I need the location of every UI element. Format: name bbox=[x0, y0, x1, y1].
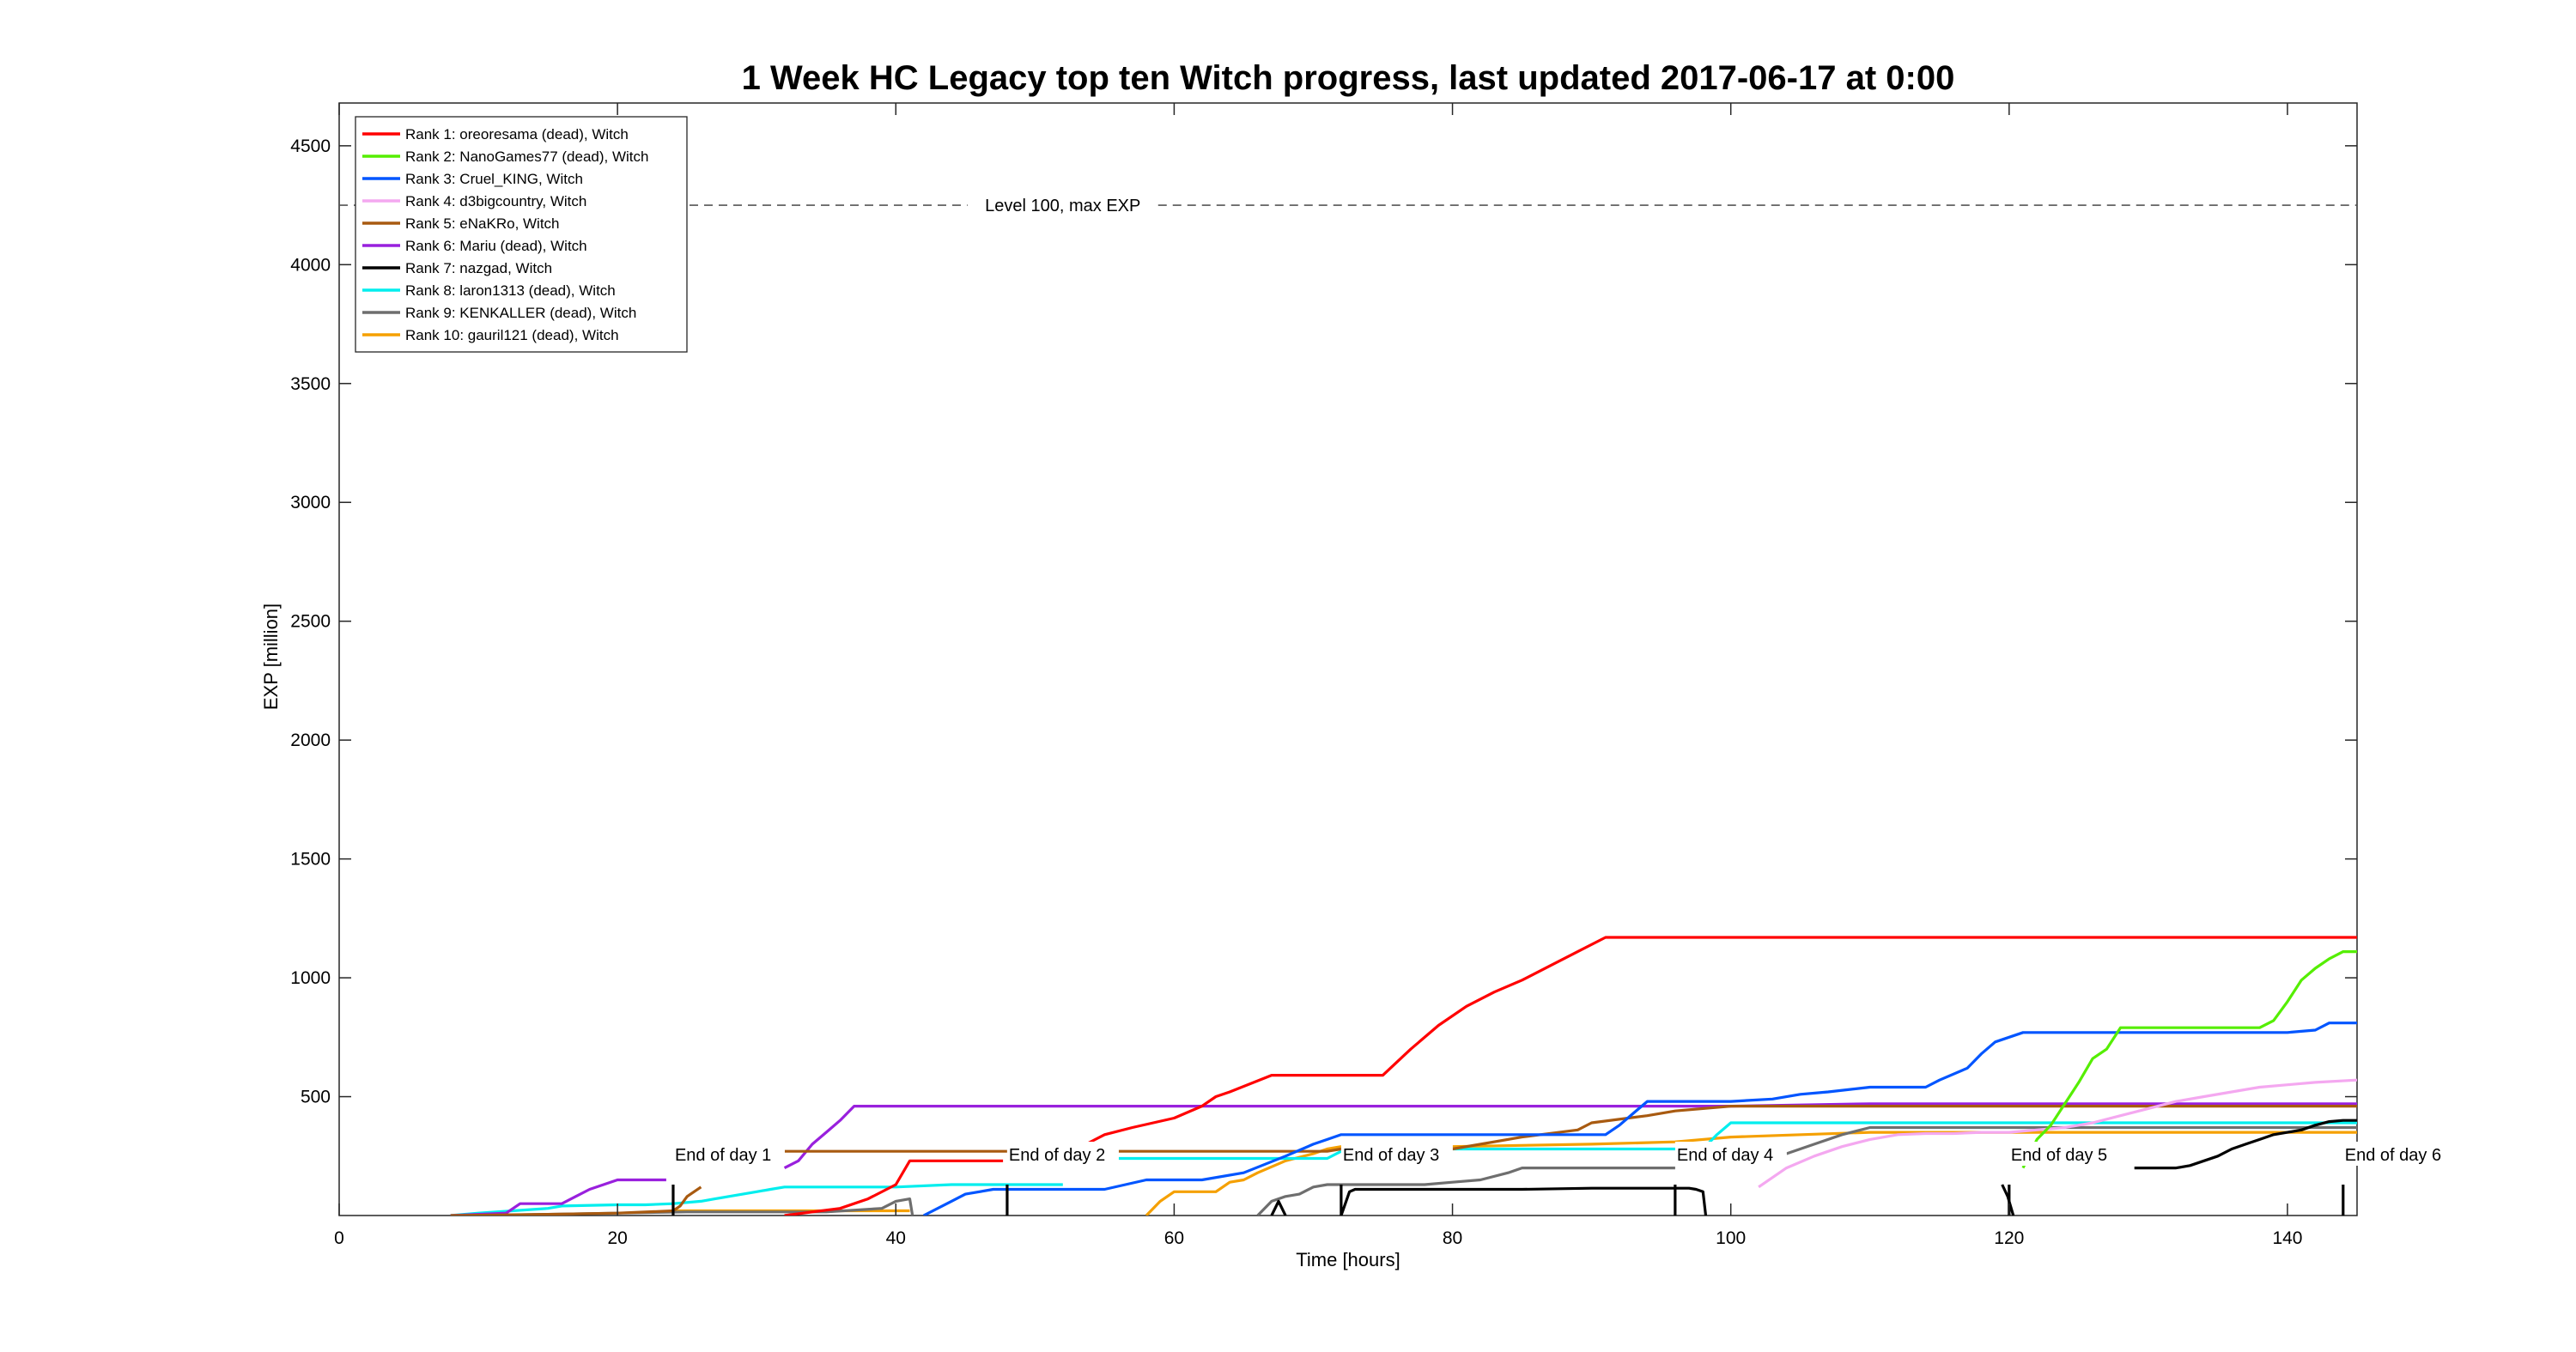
series-line-3 bbox=[922, 1022, 2357, 1216]
series-line-8 bbox=[450, 1121, 2357, 1216]
series-line-9 bbox=[478, 1125, 2357, 1216]
x-tick-label: 20 bbox=[607, 1228, 627, 1248]
y-tick-label: 3000 bbox=[290, 493, 331, 512]
y-tick-label: 1500 bbox=[290, 850, 331, 870]
day-marker-label-6: End of day 6 bbox=[2345, 1146, 2441, 1165]
day-marker-label-bg-4 bbox=[1674, 1142, 1787, 1166]
legend-entry-3: Rank 3: Cruel_KING, Witch bbox=[405, 171, 583, 187]
y-axis-ticks: 500 1000 1500 2000 2500 3000 3500 4000 4500 bbox=[290, 136, 2357, 1107]
legend: Rank 1: oreoresama (dead), Witch Rank 2: … bbox=[355, 116, 688, 353]
legend-entry-8: Rank 8: laron1313 (dead), Witch bbox=[405, 282, 616, 299]
plot-area bbox=[338, 102, 2358, 1216]
legend-entry-4: Rank 4: d3bigcountry, Witch bbox=[405, 193, 586, 209]
day-marker-label-2: End of day 2 bbox=[1009, 1146, 1105, 1165]
y-tick-label: 1000 bbox=[290, 968, 331, 988]
y-tick-label: 4500 bbox=[290, 136, 331, 156]
chart-title: 1 Week HC Legacy top ten Witch progress,… bbox=[742, 59, 1955, 97]
day-marker-label-4: End of day 4 bbox=[1677, 1146, 1773, 1165]
day-marker-label-bg-1 bbox=[672, 1142, 785, 1166]
x-tick-label: 60 bbox=[1164, 1228, 1184, 1248]
x-tick-label: 120 bbox=[1994, 1228, 2024, 1248]
x-tick-label: 140 bbox=[2272, 1228, 2302, 1248]
legend-entry-1: Rank 1: oreoresama (dead), Witch bbox=[405, 126, 629, 142]
day-marker-label-3: End of day 3 bbox=[1343, 1146, 1439, 1165]
day-marker-label-bg-5 bbox=[2008, 1142, 2121, 1166]
day-marker-label-bg-2 bbox=[1006, 1142, 1119, 1166]
x-tick-label: 100 bbox=[1716, 1228, 1746, 1248]
x-tick-label: 40 bbox=[886, 1228, 906, 1248]
series-line-7 bbox=[1270, 1119, 2357, 1216]
day-markers: End of day 1 End of day 2 End of day 3 End … bbox=[671, 1142, 2455, 1216]
legend-entry-9: Rank 9: KENKALLER (dead), Witch bbox=[405, 305, 636, 321]
x-axis-label: Time [hours] bbox=[1296, 1249, 1400, 1270]
series-line-4 bbox=[1758, 1078, 2357, 1189]
legend-entry-10: Rank 10: gauril121 (dead), Witch bbox=[405, 327, 619, 343]
legend-entry-2: Rank 2: NanoGames77 (dead), Witch bbox=[405, 149, 648, 165]
day-marker-label-bg-3 bbox=[1340, 1142, 1453, 1166]
legend-entry-6: Rank 6: Mariu (dead), Witch bbox=[405, 238, 587, 254]
y-tick-label: 2000 bbox=[290, 731, 331, 750]
legend-entry-7: Rank 7: nazgad, Witch bbox=[405, 260, 552, 276]
series-line-1 bbox=[784, 936, 2357, 1216]
y-tick-label: 4000 bbox=[290, 255, 331, 275]
y-tick-label: 500 bbox=[301, 1088, 331, 1107]
y-axis-label: EXP [million] bbox=[260, 603, 282, 710]
day-marker-label-bg-6 bbox=[2342, 1142, 2455, 1166]
max-exp-label: Level 100, max EXP bbox=[985, 197, 1140, 215]
y-tick-label: 2500 bbox=[290, 612, 331, 632]
x-tick-label: 80 bbox=[1443, 1228, 1462, 1248]
y-tick-label: 3500 bbox=[290, 374, 331, 394]
day-marker-label-5: End of day 5 bbox=[2011, 1146, 2107, 1165]
series-line-2 bbox=[2021, 950, 2357, 1169]
series-layer bbox=[450, 936, 2357, 1216]
legend-entry-5: Rank 5: eNaKRo, Witch bbox=[405, 215, 560, 232]
day-marker-label-1: End of day 1 bbox=[675, 1146, 771, 1165]
x-tick-label: 0 bbox=[334, 1228, 344, 1248]
x-axis-ticks: 0 20 40 60 80 100 120 140 bbox=[334, 103, 2302, 1248]
legend-box bbox=[355, 116, 688, 353]
